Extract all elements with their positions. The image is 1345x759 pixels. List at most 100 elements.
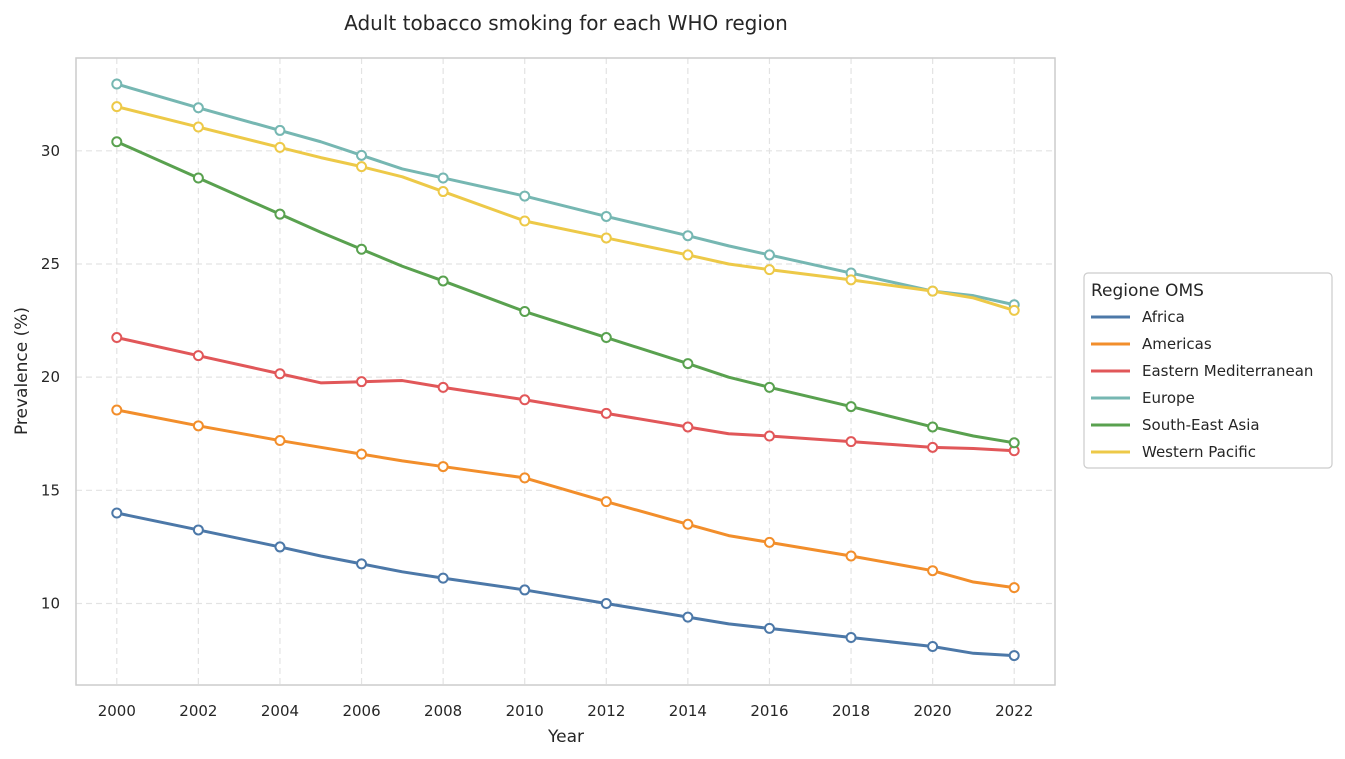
data-point [682, 230, 694, 242]
y-tick-label: 15 [41, 481, 60, 499]
data-point [927, 285, 939, 297]
data-point [927, 421, 939, 433]
x-tick-label: 2002 [179, 702, 217, 720]
data-point [845, 274, 857, 286]
x-tick-label: 2008 [424, 702, 462, 720]
data-point [927, 565, 939, 577]
x-tick-label: 2010 [506, 702, 544, 720]
data-point [519, 306, 531, 318]
data-point [600, 332, 612, 344]
data-point [111, 136, 123, 148]
data-point [274, 368, 286, 380]
x-axis-ticks: 2000 2002 2004 2006 2008 2010 2012 2014 2016 2018… [98, 702, 1034, 720]
data-point [600, 232, 612, 244]
series-line-africa [115, 511, 1016, 658]
data-point [274, 124, 286, 136]
data-point [927, 641, 939, 653]
x-tick-label: 2006 [342, 702, 380, 720]
data-point [600, 496, 612, 508]
data-point [437, 275, 449, 287]
data-point [600, 407, 612, 419]
series-line-eastern-mediterranean [115, 336, 1016, 453]
data-point [1008, 304, 1020, 316]
data-point [437, 381, 449, 393]
x-tick-label: 2020 [914, 702, 952, 720]
data-point [356, 161, 368, 173]
legend-label: Western Pacific [1142, 443, 1256, 461]
series-europe [111, 78, 1020, 311]
plot-frame [75, 57, 1056, 686]
x-axis-label: Year [547, 727, 584, 747]
x-tick-label: 2014 [669, 702, 707, 720]
data-point [682, 358, 694, 370]
data-point [763, 264, 775, 276]
data-point [845, 401, 857, 413]
data-point [763, 249, 775, 261]
data-point [845, 550, 857, 562]
x-tick-label: 2004 [261, 702, 299, 720]
legend-label: South-East Asia [1142, 416, 1260, 434]
data-point [274, 435, 286, 447]
data-point [519, 394, 531, 406]
data-point [192, 524, 204, 536]
y-axis-ticks: 10 15 20 25 30 [41, 142, 60, 613]
x-tick-label: 2016 [750, 702, 788, 720]
data-point [437, 461, 449, 473]
data-point [192, 102, 204, 114]
data-point [274, 208, 286, 220]
data-point [111, 332, 123, 344]
series-africa [111, 507, 1020, 662]
data-point [519, 472, 531, 484]
x-tick-label: 2000 [98, 702, 136, 720]
data-point [600, 210, 612, 222]
data-point [682, 249, 694, 261]
data-point [437, 186, 449, 198]
data-point [682, 421, 694, 433]
legend-label: Eastern Mediterranean [1142, 362, 1313, 380]
data-point [763, 536, 775, 548]
x-tick-label: 2022 [995, 702, 1033, 720]
y-tick-label: 20 [41, 368, 60, 386]
data-point [192, 420, 204, 432]
legend-title: Regione OMS [1091, 281, 1204, 301]
data-point [1008, 582, 1020, 594]
series-western-pacific [111, 101, 1020, 316]
data-point [356, 149, 368, 161]
series-south-east-asia [111, 136, 1020, 449]
data-point [274, 541, 286, 553]
y-tick-label: 10 [41, 595, 60, 613]
data-point [1008, 437, 1020, 449]
series-layer [111, 78, 1020, 662]
x-tick-label: 2018 [832, 702, 870, 720]
data-point [845, 631, 857, 643]
data-point [437, 572, 449, 584]
data-point [519, 584, 531, 596]
series-americas [111, 404, 1020, 594]
data-point [111, 101, 123, 113]
data-point [519, 215, 531, 227]
data-point [763, 381, 775, 393]
data-point [192, 121, 204, 133]
legend-label: Americas [1142, 335, 1212, 353]
data-point [682, 611, 694, 623]
data-point [111, 507, 123, 519]
series-line-western-pacific [115, 105, 1016, 312]
data-point [437, 172, 449, 184]
data-point [192, 350, 204, 362]
data-point [682, 518, 694, 530]
grid [76, 58, 1055, 685]
y-axis-label: Prevalence (%) [12, 307, 32, 435]
data-point [356, 243, 368, 255]
y-tick-label: 25 [41, 255, 60, 273]
data-point [1008, 650, 1020, 662]
data-point [356, 376, 368, 388]
data-point [845, 436, 857, 448]
x-tick-label: 2012 [587, 702, 625, 720]
series-line-south-east-asia [115, 140, 1016, 445]
data-point [356, 448, 368, 460]
data-point [111, 78, 123, 90]
data-point [519, 190, 531, 202]
data-point [192, 172, 204, 184]
legend-box [1083, 272, 1333, 469]
